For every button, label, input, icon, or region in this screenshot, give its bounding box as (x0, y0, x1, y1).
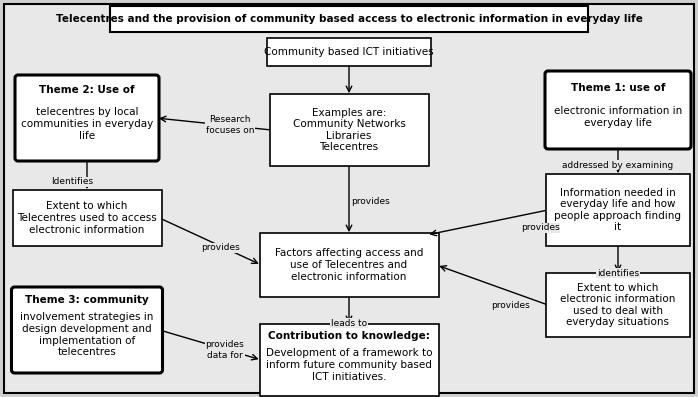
Text: provides: provides (521, 224, 559, 233)
FancyBboxPatch shape (15, 75, 159, 161)
Text: Examples are:
Community Networks
Libraries
Telecentres: Examples are: Community Networks Librari… (292, 108, 406, 152)
Text: involvement strategies in
design development and
implementation of
telecentres: involvement strategies in design develop… (20, 312, 154, 357)
FancyBboxPatch shape (13, 190, 161, 246)
FancyBboxPatch shape (267, 38, 431, 66)
Text: provides: provides (350, 197, 389, 206)
Text: Theme 3: community: Theme 3: community (25, 295, 149, 304)
Text: Information needed in
everyday life and how
people approach finding
it: Information needed in everyday life and … (554, 188, 681, 232)
FancyBboxPatch shape (110, 6, 588, 32)
Text: addressed by examining: addressed by examining (563, 160, 674, 170)
FancyBboxPatch shape (260, 324, 438, 396)
FancyBboxPatch shape (4, 4, 694, 393)
Text: Extent to which
electronic information
used to deal with
everyday situations: Extent to which electronic information u… (560, 283, 676, 328)
Text: Theme 2: Use of: Theme 2: Use of (39, 85, 135, 95)
Text: Extent to which
Telecentres used to access
electronic information: Extent to which Telecentres used to acce… (17, 201, 157, 235)
FancyBboxPatch shape (545, 71, 691, 149)
FancyBboxPatch shape (269, 94, 429, 166)
FancyBboxPatch shape (11, 287, 163, 373)
Text: identifies: identifies (597, 268, 639, 278)
Text: provides: provides (491, 301, 529, 310)
Text: leads to: leads to (331, 318, 367, 328)
Text: Contribution to knowledge:: Contribution to knowledge: (268, 331, 430, 341)
Text: Factors affecting access and
use of Telecentres and
electronic information: Factors affecting access and use of Tele… (275, 249, 423, 281)
Text: Telecentres and the provision of community based access to electronic informatio: Telecentres and the provision of communi… (56, 14, 642, 24)
Text: provides
data for: provides data for (206, 340, 244, 360)
Text: Research
focuses on: Research focuses on (206, 115, 254, 135)
Text: Development of a framework to
inform future community based
ICT initiatives.: Development of a framework to inform fut… (266, 349, 432, 382)
FancyBboxPatch shape (260, 233, 438, 297)
Text: electronic information in
everyday life: electronic information in everyday life (554, 106, 682, 128)
Text: provides: provides (200, 243, 239, 252)
Text: Community based ICT initiatives: Community based ICT initiatives (264, 47, 434, 57)
Text: telecentres by local
communities in everyday
life: telecentres by local communities in ever… (21, 108, 153, 141)
Text: Theme 1: use of: Theme 1: use of (571, 83, 665, 93)
Text: Identifies: Identifies (51, 177, 93, 187)
FancyBboxPatch shape (546, 273, 690, 337)
FancyBboxPatch shape (546, 174, 690, 246)
